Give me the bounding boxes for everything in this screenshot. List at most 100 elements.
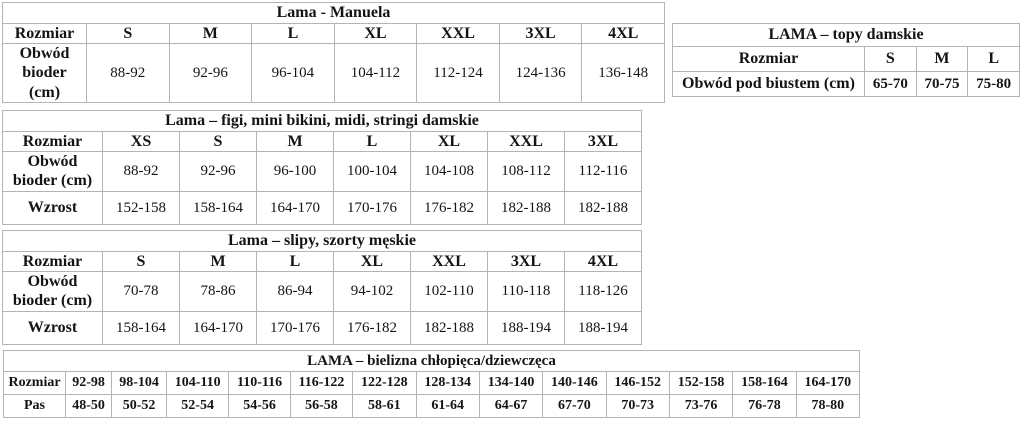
value-cell: 118-126 — [564, 271, 642, 312]
col-header: XL — [410, 130, 488, 153]
value-cell: 170-176 — [256, 310, 334, 345]
table-row: Rozmiar S M L — [672, 46, 1020, 72]
col-header: L — [967, 46, 1020, 72]
col-header: XXL — [416, 22, 500, 45]
col-header: 3XL — [487, 250, 565, 273]
value-cell: 108-112 — [487, 151, 565, 192]
col-header: 122-128 — [352, 371, 417, 395]
row-label: Wzrost — [2, 190, 103, 225]
table-row: Lama – slipy, szorty męskie — [2, 230, 642, 252]
value-cell: 70-75 — [915, 71, 969, 97]
table-title: Lama – slipy, szorty męskie — [2, 230, 642, 252]
row-label: Rozmiar — [3, 371, 66, 395]
value-cell: 70-78 — [102, 271, 180, 312]
value-cell: 75-80 — [967, 71, 1020, 97]
col-header: S — [86, 22, 170, 45]
value-cell: 110-118 — [487, 271, 565, 312]
table-row: Obwód bioder (cm) 88-92 92-96 96-104 104… — [2, 43, 665, 103]
value-cell: 136-148 — [581, 43, 665, 103]
col-header: M — [168, 22, 253, 45]
row-label: Pas — [3, 394, 66, 418]
col-header: 4XL — [581, 22, 665, 45]
table-row: Lama – figi, mini bikini, midi, stringi … — [2, 110, 642, 132]
value-cell: 152-158 — [102, 190, 180, 225]
table-row: LAMA – topy damskie — [672, 23, 1020, 47]
col-header: 134-140 — [478, 371, 544, 395]
table-row: Wzrost 158-164 164-170 170-176 176-182 1… — [2, 310, 642, 345]
value-cell: 48-50 — [64, 394, 113, 418]
row-label: Rozmiar — [672, 46, 865, 72]
value-cell: 76-78 — [732, 394, 797, 418]
value-cell: 78-86 — [179, 271, 257, 312]
value-cell: 176-182 — [333, 310, 411, 345]
value-cell: 182-188 — [487, 190, 565, 225]
value-cell: 158-164 — [179, 190, 257, 225]
value-cell: 94-102 — [333, 271, 411, 312]
table-row: Obwód bioder (cm) 70-78 78-86 86-94 94-1… — [2, 271, 642, 312]
value-cell: 170-176 — [333, 190, 411, 225]
table-row: Wzrost 152-158 158-164 164-170 170-176 1… — [2, 190, 642, 225]
value-cell: 86-94 — [256, 271, 334, 312]
table-title: Lama - Manuela — [2, 2, 665, 24]
col-header: L — [251, 22, 335, 45]
size-table-slipy-meskie: Lama – slipy, szorty męskie Rozmiar S M … — [2, 230, 642, 345]
value-cell: 88-92 — [86, 43, 170, 103]
size-table-figi-damskie: Lama – figi, mini bikini, midi, stringi … — [2, 110, 642, 225]
value-cell: 73-76 — [668, 394, 734, 418]
table-row: Rozmiar XS S M L XL XXL 3XL — [2, 130, 642, 153]
value-cell: 100-104 — [333, 151, 411, 192]
value-cell: 102-110 — [410, 271, 488, 312]
value-cell: 70-73 — [605, 394, 670, 418]
value-cell: 88-92 — [102, 151, 180, 192]
value-cell: 78-80 — [795, 394, 861, 418]
table-row: Rozmiar S M L XL XXL 3XL 4XL — [2, 250, 642, 273]
table-row: Obwód pod biustem (cm) 65-70 70-75 75-80 — [672, 71, 1020, 97]
value-cell: 182-188 — [410, 310, 488, 345]
col-header: L — [333, 130, 411, 153]
table-title: Lama – figi, mini bikini, midi, stringi … — [2, 110, 642, 132]
value-cell: 52-54 — [165, 394, 230, 418]
row-label: Rozmiar — [2, 130, 103, 153]
col-header: 158-164 — [732, 371, 797, 395]
table-title: LAMA – topy damskie — [672, 23, 1020, 47]
value-cell: 58-61 — [352, 394, 417, 418]
row-label: Wzrost — [2, 310, 103, 345]
row-label: Obwód bioder (cm) — [2, 43, 87, 103]
value-cell: 124-136 — [498, 43, 583, 103]
col-header: 140-146 — [542, 371, 607, 395]
col-header: 4XL — [564, 250, 642, 273]
value-cell: 164-170 — [179, 310, 257, 345]
value-cell: 104-112 — [333, 43, 418, 103]
table-row: Obwód bioder (cm) 88-92 92-96 96-100 100… — [2, 151, 642, 192]
size-table-bielizna-dziecieca: LAMA – bielizna chłopięca/dziewczęca Roz… — [3, 350, 861, 418]
col-header: 152-158 — [668, 371, 734, 395]
row-label: Rozmiar — [2, 250, 103, 273]
table-row: Lama - Manuela — [2, 2, 665, 24]
col-header: 3XL — [498, 22, 583, 45]
table-row: Pas 48-50 50-52 52-54 54-56 56-58 58-61 … — [3, 394, 861, 418]
value-cell: 176-182 — [410, 190, 488, 225]
col-header: S — [102, 250, 180, 273]
col-header: S — [179, 130, 257, 153]
row-label: Obwód bioder (cm) — [2, 271, 103, 312]
col-header: S — [864, 46, 917, 72]
row-label: Obwód bioder (cm) — [2, 151, 103, 192]
value-cell: 188-194 — [487, 310, 565, 345]
col-header: XL — [333, 22, 418, 45]
value-cell: 61-64 — [415, 394, 480, 418]
col-header: M — [179, 250, 257, 273]
col-header: 164-170 — [795, 371, 861, 395]
col-header: XL — [333, 250, 411, 273]
row-label: Obwód pod biustem (cm) — [672, 71, 865, 97]
value-cell: 65-70 — [864, 71, 917, 97]
col-header: 3XL — [564, 130, 642, 153]
size-table-topy-damskie: LAMA – topy damskie Rozmiar S M L Obwód … — [672, 23, 1020, 97]
value-cell: 92-96 — [179, 151, 257, 192]
col-header: 98-104 — [111, 371, 167, 395]
value-cell: 188-194 — [564, 310, 642, 345]
value-cell: 54-56 — [228, 394, 291, 418]
col-header: M — [256, 130, 334, 153]
col-header: 92-98 — [64, 371, 113, 395]
value-cell: 64-67 — [478, 394, 544, 418]
